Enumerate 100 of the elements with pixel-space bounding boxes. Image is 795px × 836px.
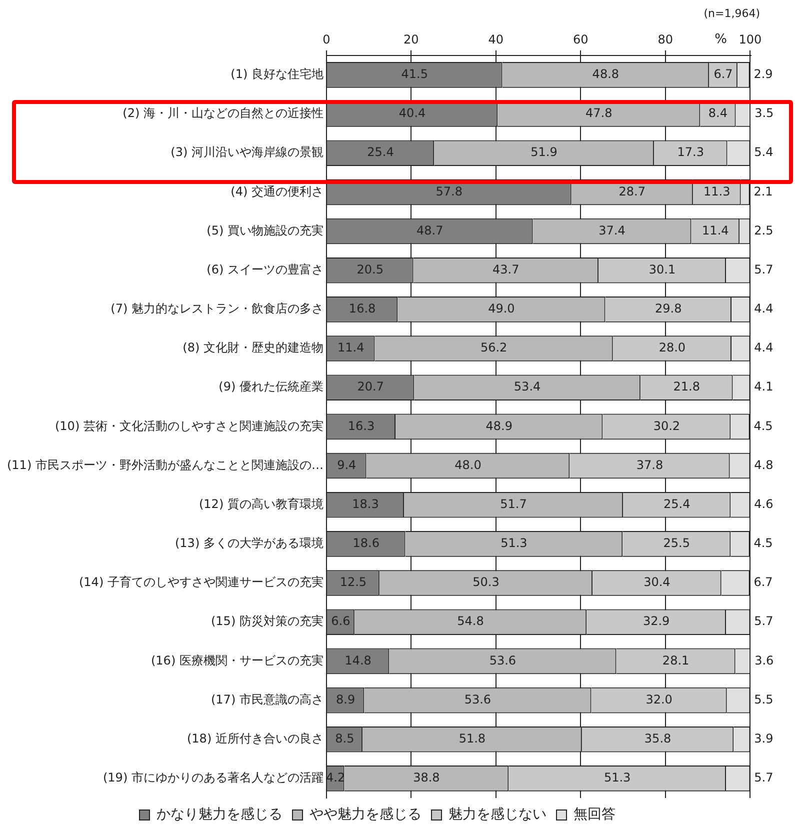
data-label: 32.0: [646, 692, 672, 706]
y-tick-label: (10) 芸術・文化活動のしやすさと関連施設の充実: [54, 418, 324, 433]
data-label: 53.6: [489, 653, 516, 668]
data-label: 5.7: [754, 770, 774, 785]
data-label: 18.3: [352, 496, 379, 511]
text: (n=1,964): [704, 6, 760, 20]
data-label: 5.7: [754, 614, 774, 628]
data-label: 29.8: [655, 302, 682, 316]
data-label: 25.4: [367, 145, 394, 160]
data-label: 25.5: [663, 536, 690, 550]
data-label: 3.5: [754, 106, 774, 120]
x-tick-label: 100: [738, 32, 762, 46]
x-axis-title: %: [714, 32, 727, 47]
data-label: 4.6: [754, 496, 774, 511]
data-label: 54.8: [457, 614, 484, 628]
data-label: 38.8: [413, 770, 440, 785]
data-label: 48.8: [592, 67, 620, 82]
data-label: 51.7: [500, 496, 527, 511]
y-tick-label: (7) 魅力的なレストラン・飲食店の多さ: [110, 302, 324, 316]
y-tick-label: (4) 交通の便利さ: [230, 184, 324, 198]
legend-label: やや魅力を感じる: [310, 806, 422, 823]
data-label: 35.8: [644, 732, 672, 746]
legend-label: かなり魅力を感じる: [156, 806, 282, 823]
data-label: 4.2: [326, 770, 346, 785]
y-tick-label: (11) 市民スポーツ・野外活動が盛んなことと関連施設の…: [6, 458, 324, 472]
data-label: 30.1: [648, 262, 676, 276]
data-label: 37.4: [598, 223, 626, 238]
data-label: 2.1: [754, 184, 773, 198]
legend-label: 無回答: [574, 806, 616, 823]
y-tick-label: (8) 文化財・歴史的建造物: [182, 340, 324, 355]
y-tick-label: (18) 近所付き合いの良さ: [186, 732, 324, 746]
data-label: 20.5: [356, 262, 384, 276]
data-label: 14.8: [344, 653, 372, 668]
data-label: 51.9: [530, 145, 558, 160]
y-tick-label: (17) 市民意識の高さ: [210, 692, 324, 706]
x-tick-label: 20: [404, 32, 419, 46]
data-label: 8.5: [335, 732, 354, 746]
data-label: 4.4: [754, 302, 774, 316]
data-label: 25.4: [663, 496, 690, 511]
data-label: 17.3: [677, 145, 704, 160]
data-label: 4.4: [754, 340, 774, 355]
data-label: 9.4: [337, 458, 356, 472]
data-label: 5.4: [754, 145, 774, 160]
data-label: 53.4: [514, 380, 541, 394]
data-label: 21.8: [673, 380, 700, 394]
data-label: 48.9: [486, 418, 512, 433]
data-label: 18.6: [352, 536, 380, 550]
data-label: 16.8: [348, 302, 376, 316]
data-label: 4.5: [754, 536, 773, 550]
x-tick-label: 60: [573, 32, 588, 46]
data-label: 49.0: [488, 302, 515, 316]
legend-label: 魅力を感じない: [448, 806, 546, 823]
data-label: 51.3: [500, 536, 528, 550]
data-label: 28.0: [658, 340, 686, 355]
x-tick-label: 80: [658, 32, 674, 46]
data-label: 57.8: [436, 184, 463, 198]
data-label: 3.6: [754, 653, 774, 668]
y-tick-label: (14) 子育てのしやすさや関連サービスの充実: [78, 575, 324, 590]
data-label: 43.7: [492, 262, 520, 276]
data-label: 51.8: [458, 732, 486, 746]
data-label: 8.9: [336, 692, 356, 706]
data-label: 4.1: [754, 380, 774, 394]
data-label: 4.5: [754, 418, 773, 433]
y-tick-label: (3) 河川沿いや海岸線の景観: [170, 145, 324, 160]
data-label: 30.2: [653, 418, 680, 433]
data-label: 6.6: [331, 614, 350, 628]
data-label: 11.4: [337, 340, 364, 355]
data-label: 16.3: [348, 418, 375, 433]
data-label: 5.7: [754, 262, 774, 276]
y-tick-label: (5) 買い物施設の充実: [206, 223, 324, 238]
data-label: 51.3: [604, 770, 631, 785]
data-label: 28.7: [618, 184, 646, 198]
data-label: 2.9: [754, 67, 773, 82]
x-tick-label: 40: [488, 32, 504, 46]
y-tick-label: (13) 多くの大学がある環境: [174, 536, 324, 550]
data-label: 11.3: [704, 184, 730, 198]
y-tick-label: (6) スイーツの豊富さ: [206, 262, 324, 276]
y-tick-label: (12) 質の高い教育環境: [198, 496, 324, 511]
data-label: 12.5: [340, 575, 367, 590]
data-label: 28.1: [662, 653, 690, 668]
data-label: 47.8: [586, 106, 612, 120]
data-label: 56.2: [480, 340, 508, 355]
x-tick-label: 0: [322, 32, 330, 46]
y-tick-label: (16) 医療機関・サービスの充実: [150, 653, 324, 668]
data-label: 48.7: [416, 223, 444, 238]
data-label: 6.7: [754, 575, 773, 590]
data-label: 40.4: [398, 106, 426, 120]
y-tick-label: (19) 市にゆかりのある著名人などの活躍: [102, 770, 324, 785]
y-tick-label: (2) 海・川・山などの自然との近接性: [122, 106, 324, 120]
data-label: 37.8: [636, 458, 664, 472]
data-label: 41.5: [401, 67, 428, 82]
y-tick-label: (15) 防災対策の充実: [210, 614, 324, 628]
data-label: 20.7: [357, 380, 384, 394]
data-label: 3.9: [754, 732, 774, 746]
data-label: 6.7: [714, 67, 733, 82]
data-label: 30.4: [644, 575, 670, 590]
data-label: 2.5: [754, 223, 774, 238]
y-tick-label: (1) 良好な住宅地: [230, 67, 324, 82]
data-label: 8.4: [708, 106, 728, 120]
y-tick-label: (9) 優れた伝統産業: [218, 380, 324, 394]
